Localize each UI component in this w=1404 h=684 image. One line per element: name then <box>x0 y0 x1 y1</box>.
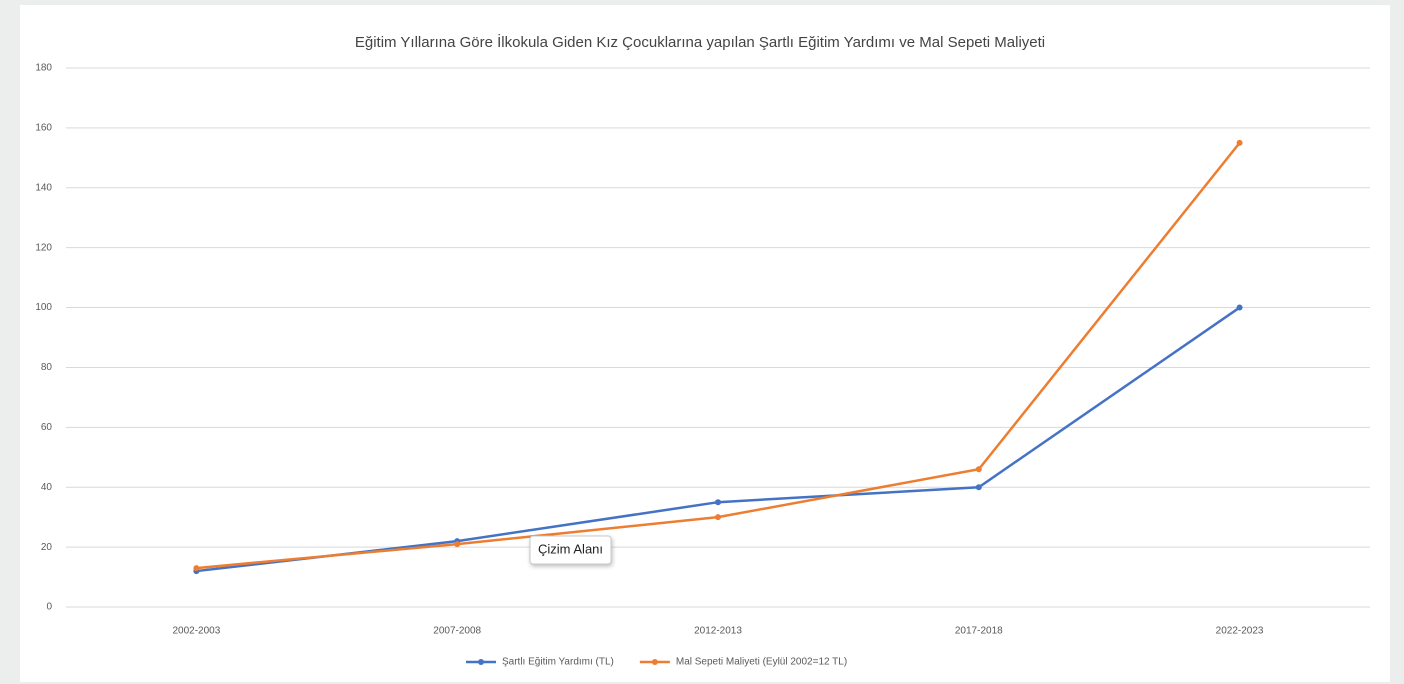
point <box>715 514 721 521</box>
chart-area <box>20 5 1390 682</box>
point <box>715 499 721 506</box>
y-tick-label: 80 <box>41 362 53 373</box>
y-tick-label: 20 <box>41 542 53 553</box>
point <box>1236 139 1243 146</box>
legend: Şartlı Eğitim Yardımı (TL) Mal Sepeti Mal… <box>466 657 847 668</box>
tooltip-box <box>529 535 612 565</box>
x-tick-label: 2022-2023 <box>1216 626 1264 637</box>
legend-label: Şartlı Eğitim Yardımı (TL) <box>502 657 614 668</box>
legend-marker <box>651 659 658 665</box>
y-tick-label: 120 <box>35 242 52 253</box>
chart-title: Eğitim Yıllarına Göre İlkokula Giden Kız… <box>355 33 1045 51</box>
legend-marker <box>478 659 484 665</box>
tooltip: Çizim Alanı <box>529 535 612 565</box>
x-tick-label: 2012-2013 <box>694 626 742 637</box>
y-tick-label: 180 <box>35 63 52 74</box>
point <box>975 484 982 491</box>
y-tick-label: 60 <box>41 422 53 433</box>
y-tick-label: 100 <box>35 302 52 313</box>
x-tick-label: 2002-2003 <box>172 626 220 637</box>
y-tick-label: 140 <box>35 182 52 193</box>
point <box>193 565 200 572</box>
point <box>454 541 461 548</box>
y-tick-label: 40 <box>41 482 53 493</box>
x-tick-label: 2017-2018 <box>955 626 1003 637</box>
point <box>975 466 982 473</box>
point <box>1236 304 1243 311</box>
y-tick-label: 0 <box>46 602 52 613</box>
y-tick-label: 160 <box>35 123 52 134</box>
tooltip-text: Çizim Alanı <box>538 541 603 556</box>
legend-label: Mal Sepeti Maliyeti (Eylül 2002=12 TL) <box>676 657 847 668</box>
x-tick-label: 2007-2008 <box>433 626 481 637</box>
